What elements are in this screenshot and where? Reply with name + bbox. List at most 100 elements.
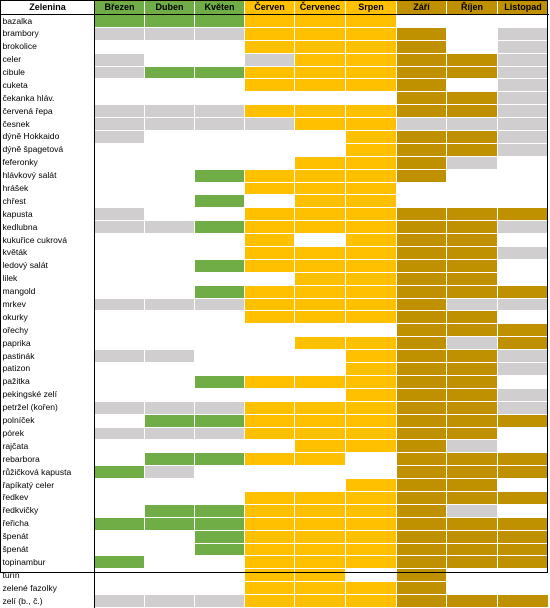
- season-cell: [294, 181, 346, 196]
- season-cell: [94, 413, 145, 428]
- season-cell: [446, 542, 498, 557]
- season-cell: [396, 516, 447, 531]
- table-row: zelí (b., č.): [0, 594, 549, 608]
- season-cell: [497, 542, 549, 557]
- season-cell: [244, 374, 295, 389]
- season-cell: [396, 207, 447, 222]
- season-cell: [497, 91, 549, 106]
- season-cell: [94, 284, 145, 299]
- season-cell: [396, 258, 447, 273]
- season-cell: [497, 14, 549, 28]
- vegetable-name: mangold: [0, 285, 95, 299]
- season-cell: [345, 284, 397, 299]
- season-cell: [94, 39, 145, 54]
- season-cell: [345, 52, 397, 67]
- season-cell: [194, 323, 245, 338]
- season-cell: [244, 478, 295, 492]
- table-row: polníček: [0, 413, 549, 428]
- season-cell: [345, 413, 397, 428]
- season-cell: [396, 194, 447, 209]
- season-cell: [396, 490, 447, 505]
- season-cell: [194, 374, 245, 389]
- season-cell: [294, 413, 346, 428]
- season-cell: [396, 91, 447, 106]
- season-cell: [497, 181, 549, 196]
- season-cell: [294, 387, 346, 402]
- season-cell: [345, 220, 397, 235]
- season-cell: [194, 65, 245, 80]
- season-cell: [144, 465, 195, 480]
- season-cell: [244, 78, 295, 93]
- season-cell: [396, 271, 447, 286]
- season-cell: [94, 142, 145, 157]
- vegetable-name: mrkev: [0, 298, 95, 311]
- table-row: feferonky: [0, 155, 549, 170]
- vegetable-name: řeřicha: [0, 517, 95, 531]
- season-cell: [446, 529, 498, 544]
- season-cell: [345, 271, 397, 286]
- season-cell: [194, 516, 245, 531]
- vegetable-name: kukuřice cukrová: [0, 233, 95, 247]
- table-row: růžičková kapusta: [0, 465, 549, 480]
- vegetable-name: kapusta: [0, 207, 95, 221]
- vegetable-name: rebarbora: [0, 452, 95, 466]
- season-cell: [194, 14, 245, 28]
- season-cell: [244, 439, 295, 454]
- season-cell: [497, 426, 549, 441]
- season-cell: [194, 130, 245, 144]
- season-cell: [497, 284, 549, 299]
- season-cell: [144, 220, 195, 235]
- season-cell: [94, 387, 145, 402]
- season-cell: [144, 155, 195, 170]
- season-cell: [144, 142, 195, 157]
- vegetable-name: patizon: [0, 362, 95, 376]
- season-cell: [497, 233, 549, 248]
- vegetable-name: ořechy: [0, 323, 95, 337]
- season-cell: [244, 284, 295, 299]
- season-cell: [244, 117, 295, 132]
- season-cell: [194, 529, 245, 544]
- season-cell: [497, 336, 549, 351]
- season-cell: [497, 594, 549, 608]
- season-cell: [345, 78, 397, 93]
- season-cell: [345, 310, 397, 325]
- season-cell: [244, 349, 295, 364]
- season-cell: [294, 478, 346, 492]
- season-cell: [446, 39, 498, 54]
- season-cell: [94, 220, 145, 235]
- vegetable-name: paprika: [0, 336, 95, 350]
- season-cell: [396, 65, 447, 80]
- vegetable-name: ředkvičky: [0, 504, 95, 518]
- season-cell: [194, 117, 245, 132]
- season-cell: [497, 490, 549, 505]
- header-month-8: Říjen: [446, 0, 498, 15]
- season-cell: [194, 336, 245, 351]
- season-cell: [345, 490, 397, 505]
- season-cell: [194, 181, 245, 196]
- season-cell: [194, 413, 245, 428]
- season-cell: [497, 258, 549, 273]
- season-cell: [497, 555, 549, 570]
- season-cell: [144, 374, 195, 389]
- vegetable-name: tuřín: [0, 568, 95, 582]
- season-cell: [446, 168, 498, 183]
- season-cell: [94, 14, 145, 28]
- season-cell: [144, 336, 195, 351]
- season-cell: [194, 452, 245, 467]
- table-row: kedlubna: [0, 220, 549, 235]
- season-cell: [244, 490, 295, 505]
- season-cell: [345, 362, 397, 376]
- season-cell: [497, 478, 549, 492]
- season-cell: [244, 465, 295, 480]
- table-row: mangold: [0, 284, 549, 299]
- vegetable-name: pekingské zelí: [0, 388, 95, 402]
- season-cell: [294, 490, 346, 505]
- table-row: ředkvičky: [0, 503, 549, 518]
- season-cell: [294, 516, 346, 531]
- season-cell: [144, 284, 195, 299]
- season-cell: [94, 233, 145, 248]
- season-cell: [396, 374, 447, 389]
- season-cell: [294, 258, 346, 273]
- season-cell: [144, 439, 195, 454]
- season-cell: [244, 130, 295, 144]
